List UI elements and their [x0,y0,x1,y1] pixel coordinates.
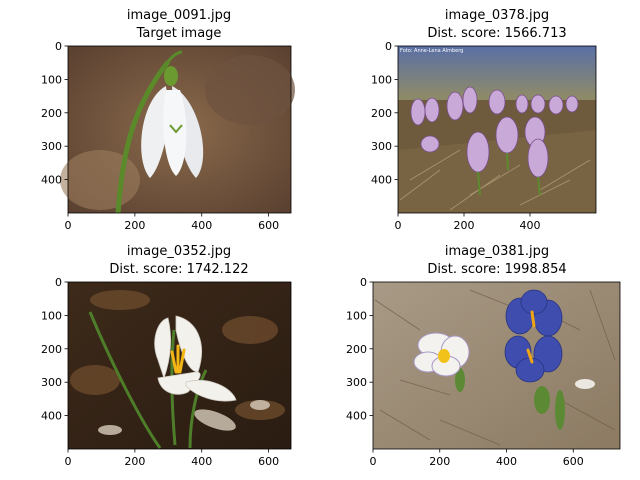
panel-1-ytick-label: 400 [41,174,62,187]
panel-1-title-line-1: image_0091.jpg [127,8,231,23]
panel-1-title-line-2: Target image [136,26,222,41]
panel-1-ytick-label: 300 [41,140,62,153]
panel-1-ytick-label: 0 [55,40,62,53]
panel-3-ytick-label: 0 [55,276,62,289]
panel-3-title-line-2: Dist. score: 1742.122 [109,262,248,277]
panel-4: image_0381.jpg Dist. score: 1998.854 [346,244,621,468]
panel-2-title-line-2: Dist. score: 1566.713 [427,26,566,41]
panel-3-xtick-label: 600 [258,455,279,468]
panel-2: image_0378.jpg Dist. score: 1566.713 [371,8,597,232]
panel-2-ytick-label: 100 [371,73,392,86]
panel-4-ytick-label: 300 [346,376,367,389]
panel-2-xtick-label: 400 [520,219,541,232]
panel-2-ytick-label: 0 [385,40,392,53]
panel-1-xtick-label: 600 [258,219,279,232]
panel-2-ytick-label: 300 [371,140,392,153]
panel-4-title-line-1: image_0381.jpg [445,244,549,259]
panel-3-ticks: 0 200 400 600 0 100 200 300 400 [41,276,279,468]
panel-1-axes [67,45,292,214]
panel-3: image_0352.jpg Dist. score: 1742.122 [41,244,292,468]
panel-1-xtick-label: 400 [191,219,212,232]
panel-3-image-white-crocus [68,282,291,449]
panel-3-xtick-label: 200 [124,455,145,468]
panel-4-ytick-label: 400 [346,410,367,423]
panel-3-title-line-1: image_0352.jpg [127,244,231,259]
panel-2-ytick-label: 200 [371,107,392,120]
panel-1-ytick-label: 200 [41,107,62,120]
panel-2-title-line-1: image_0378.jpg [445,8,549,23]
panel-1-ytick-label: 100 [41,73,62,86]
panel-3-ytick-label: 200 [41,343,62,356]
panel-1-image-snowdrop [60,46,295,214]
panel-1-xtick-label: 0 [65,219,72,232]
panel-2-photo-credit: Foto: Anne-Lena Almberg [400,48,463,54]
panel-2-ytick-label: 400 [371,174,392,187]
panel-3-ytick-label: 100 [41,309,62,322]
panel-1-ticks: 0 200 400 600 0 100 200 300 400 [41,40,279,232]
panel-4-ytick-label: 0 [360,276,367,289]
panel-2-ticks: 0 200 400 0 100 200 300 400 [371,40,541,232]
panel-2-axes [397,45,597,214]
panel-4-xtick-label: 200 [429,455,450,468]
panel-2-xtick-label: 200 [454,219,475,232]
panel-4-image-mixed-crocuses [373,282,620,449]
panel-2-image-purple-crocuses: Foto: Anne-Lena Almberg [398,46,596,213]
panel-4-ytick-label: 100 [346,309,367,322]
panel-4-axes [372,281,621,450]
panel-1-xtick-label: 200 [124,219,145,232]
panel-4-ticks: 0 200 400 600 0 100 200 300 400 [346,276,584,468]
panel-3-xtick-label: 0 [65,455,72,468]
panel-3-ytick-label: 400 [41,410,62,423]
panel-3-ytick-label: 300 [41,376,62,389]
panel-3-axes [67,281,292,450]
panel-2-xtick-label: 0 [395,219,402,232]
panel-4-ytick-label: 200 [346,343,367,356]
panel-4-xtick-label: 600 [563,455,584,468]
panel-4-xtick-label: 400 [496,455,517,468]
panel-4-title-line-2: Dist. score: 1998.854 [427,262,566,277]
panel-4-xtick-label: 0 [370,455,377,468]
panel-1: image_0091.jpg Target image 0 200 400 600 0 1… [41,8,295,232]
panel-3-xtick-label: 400 [191,455,212,468]
